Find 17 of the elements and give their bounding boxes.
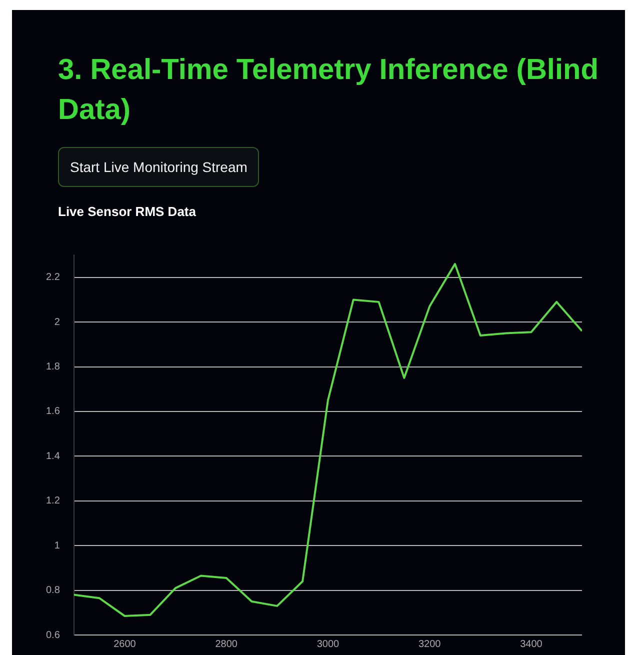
y-tick-label: 1 bbox=[54, 540, 60, 552]
chart-title: 3. Real-Time Telemetry Inference (Blind Data) bbox=[58, 53, 600, 128]
x-tick-label: 2600 bbox=[114, 638, 136, 650]
y-tick-label: 1.8 bbox=[46, 362, 60, 373]
y-tick-label: 0.6 bbox=[46, 630, 60, 641]
y-tick-label: 2.2 bbox=[46, 272, 60, 284]
y-tick-label: 2 bbox=[54, 316, 60, 328]
y-tick-label: 1.6 bbox=[46, 406, 60, 418]
chart-subtitle: Live Sensor RMS Data bbox=[58, 204, 196, 219]
x-tick-label: 3000 bbox=[316, 638, 340, 650]
y-tick-label: 1.4 bbox=[46, 450, 60, 462]
x-tick-label: 2800 bbox=[215, 638, 238, 650]
x-tick-label: 3400 bbox=[520, 638, 543, 650]
y-tick-label: 0.8 bbox=[46, 585, 60, 596]
start-stream-button: Start Live Monitoring Stream bbox=[58, 147, 260, 187]
x-tick-label: 3200 bbox=[418, 638, 442, 650]
y-tick-label: 1.2 bbox=[46, 496, 60, 507]
